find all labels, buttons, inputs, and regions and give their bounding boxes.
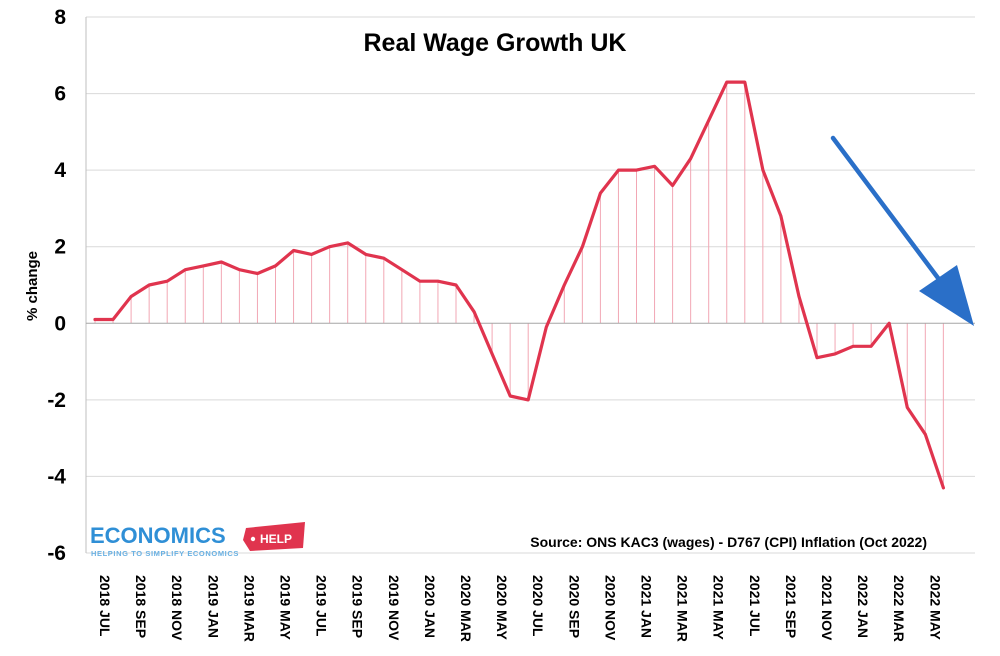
logo-help-tag — [243, 522, 305, 551]
x-tick-label: 2021 JUL — [747, 575, 763, 637]
x-tick-label: 2018 NOV — [169, 575, 185, 641]
y-axis-label: % change — [24, 251, 41, 321]
x-tick-label: 2020 MAR — [458, 575, 474, 642]
x-tick-label: 2021 NOV — [819, 575, 835, 641]
y-tick-label: 4 — [54, 159, 66, 182]
series-lines — [93, 80, 946, 490]
y-tick-label: 2 — [54, 236, 66, 259]
x-tick-label: 2022 MAY — [927, 575, 943, 641]
y-tick-label: -6 — [47, 542, 66, 565]
y-tick-labels: -6 -4 -2 0 2 4 6 8 — [47, 6, 66, 565]
x-tick-label: 2019 JAN — [205, 575, 221, 638]
x-tick-label: 2021 JAN — [639, 575, 655, 638]
logo-tag-hole — [250, 536, 256, 542]
logo-tagline: HELPING TO SIMPLIFY ECONOMICS — [91, 549, 239, 558]
gridlines — [86, 16, 975, 554]
x-tick-labels: 2018 JUL 2018 SEP 2018 NOV 2019 JAN 2019 MAR… — [97, 575, 943, 642]
drop-lines — [94, 82, 944, 488]
x-tick-label: 2018 JUL — [97, 575, 113, 637]
x-tick-label: 2019 JUL — [314, 575, 330, 637]
x-tick-label: 2021 SEP — [783, 575, 799, 638]
chart-title: Real Wage Growth UK — [364, 29, 627, 57]
x-tick-label: 2020 MAY — [494, 575, 510, 641]
x-tick-label: 2018 SEP — [133, 575, 149, 638]
source-note: Source: ONS KAC3 (wages) - D767 (CPI) In… — [530, 534, 927, 550]
x-tick-label: 2020 SEP — [566, 575, 582, 638]
y-tick-label: -4 — [47, 465, 66, 488]
x-tick-label: 2020 NOV — [602, 575, 618, 641]
logo-help-text: HELP — [260, 532, 292, 546]
x-tick-label: 2019 NOV — [386, 575, 402, 641]
y-tick-label: 0 — [54, 312, 66, 335]
x-tick-label: 2019 MAR — [241, 575, 257, 642]
x-tick-label: 2019 SEP — [350, 575, 366, 638]
axes — [85, 17, 975, 553]
x-tick-label: 2020 JUL — [530, 575, 546, 637]
trend-arrow-icon — [830, 135, 974, 326]
x-tick-label: 2022 JAN — [855, 575, 871, 638]
x-tick-label: 2022 MAR — [891, 575, 907, 642]
y-tick-label: -2 — [47, 389, 66, 412]
x-tick-label: 2021 MAY — [711, 575, 727, 641]
y-tick-label: 8 — [54, 6, 66, 29]
x-tick-label: 2020 JAN — [422, 575, 438, 638]
y-tick-label: 6 — [54, 83, 66, 106]
x-tick-label: 2019 MAY — [278, 575, 294, 641]
economics-help-logo: ECONOMICS HELP HELPING TO SIMPLIFY ECONO… — [90, 522, 305, 558]
x-tick-label: 2021 MAR — [675, 575, 691, 642]
logo-wordmark: ECONOMICS — [90, 523, 226, 548]
series-line — [93, 80, 946, 490]
